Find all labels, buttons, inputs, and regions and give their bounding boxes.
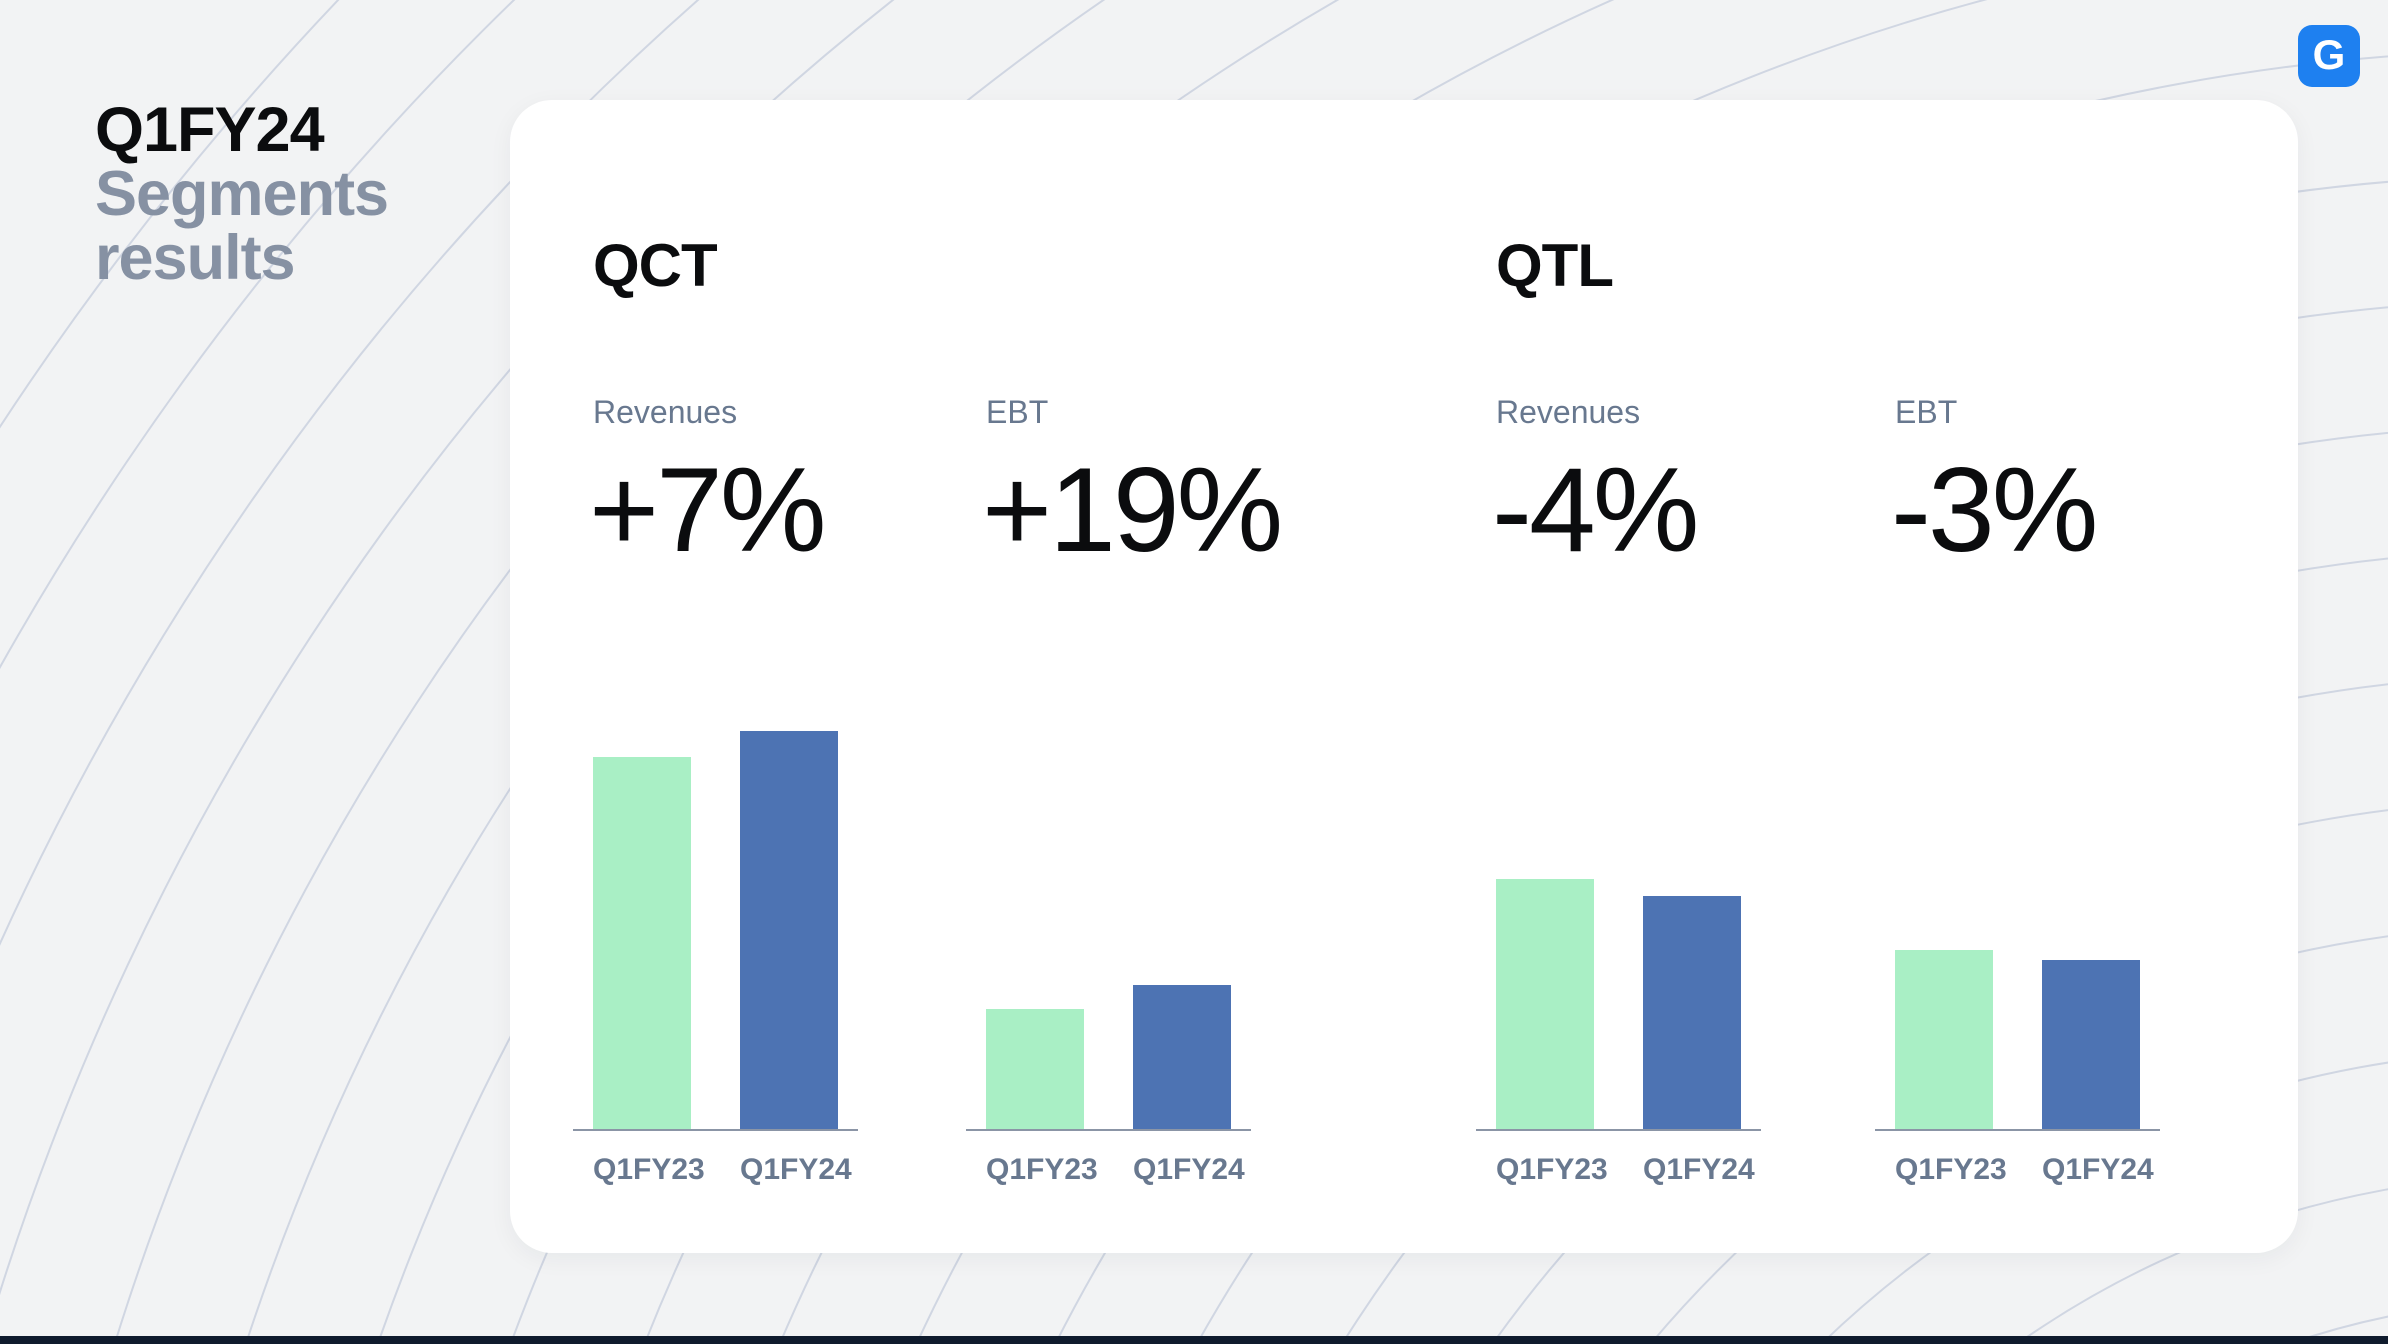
- category-label-q1fy24: Q1FY24: [1643, 1153, 1755, 1186]
- metric-label-qtl-revenues: Revenues: [1496, 394, 1641, 430]
- bar-q1fy23: [986, 1009, 1084, 1129]
- category-label-q1fy23: Q1FY23: [986, 1153, 1098, 1186]
- bar-q1fy23: [1895, 950, 1993, 1129]
- category-label-q1fy23: Q1FY23: [1496, 1153, 1608, 1186]
- bars-row: [573, 725, 858, 1129]
- metric-label-qct-revenues: Revenues: [593, 394, 738, 430]
- bar-chart-qtl-ebt: Q1FY23 Q1FY24: [1875, 725, 2160, 1187]
- category-labels: Q1FY23 Q1FY24: [573, 1131, 858, 1187]
- bar-q1fy24: [1133, 985, 1231, 1129]
- change-value-qct-ebt: +19%: [982, 443, 1283, 577]
- category-labels: Q1FY23 Q1FY24: [1476, 1131, 1761, 1187]
- bar-q1fy24: [1643, 896, 1741, 1129]
- category-label-q1fy24: Q1FY24: [2042, 1153, 2154, 1186]
- change-value-qct-revenues: +7%: [589, 443, 827, 577]
- metric-label-qtl-ebt: EBT: [1895, 394, 1958, 430]
- bar-chart-qtl-revenues: Q1FY23 Q1FY24: [1476, 725, 1761, 1187]
- bar-q1fy23: [1496, 879, 1594, 1129]
- bars-row: [1476, 725, 1761, 1129]
- slide-title-secondary-line1: Segments: [95, 159, 389, 229]
- change-value-qtl-ebt: -3%: [1891, 443, 2098, 577]
- bars-row: [966, 725, 1251, 1129]
- bar-q1fy23: [593, 757, 691, 1129]
- category-labels: Q1FY23 Q1FY24: [966, 1131, 1251, 1187]
- category-label-q1fy24: Q1FY24: [740, 1153, 852, 1186]
- x-axis-line: [966, 1129, 1251, 1131]
- x-axis-line: [1476, 1129, 1761, 1131]
- bars-row: [1875, 725, 2160, 1129]
- bottom-accent-bar: [0, 1336, 2388, 1344]
- change-value-qtl-revenues: -4%: [1492, 443, 1699, 577]
- metric-label-qct-ebt: EBT: [986, 394, 1049, 430]
- bar-q1fy24: [740, 731, 838, 1129]
- bar-q1fy24: [2042, 960, 2140, 1129]
- bar-chart-qct-ebt: Q1FY23 Q1FY24: [966, 725, 1251, 1187]
- x-axis-line: [573, 1129, 858, 1131]
- category-label-q1fy24: Q1FY24: [1133, 1153, 1245, 1186]
- bar-chart-qct-revenues: Q1FY23 Q1FY24: [573, 725, 858, 1187]
- slide-title: Q1FY24 Segments results: [95, 95, 389, 293]
- x-axis-line: [1875, 1129, 2160, 1131]
- slide-title-primary: Q1FY24: [95, 95, 325, 165]
- logo-badge[interactable]: G: [2298, 25, 2360, 87]
- slide-title-secondary-line2: results: [95, 223, 296, 293]
- category-label-q1fy23: Q1FY23: [1895, 1153, 2007, 1186]
- category-labels: Q1FY23 Q1FY24: [1875, 1131, 2160, 1187]
- logo-letter: G: [2312, 31, 2346, 78]
- segment-header-qtl: QTL: [1496, 232, 1614, 299]
- category-label-q1fy23: Q1FY23: [593, 1153, 705, 1186]
- segment-header-qct: QCT: [593, 232, 718, 299]
